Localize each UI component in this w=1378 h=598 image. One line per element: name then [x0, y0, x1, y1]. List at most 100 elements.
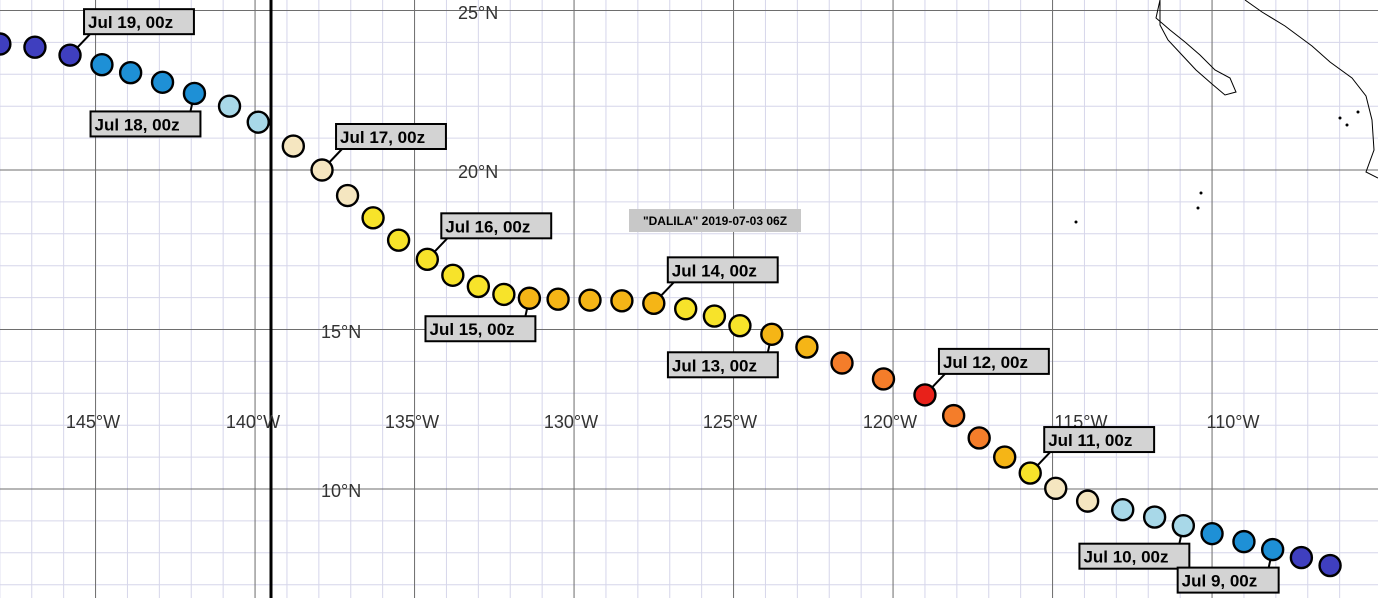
storm-label-box — [629, 209, 801, 232]
latitude-labels: 25°N 20°N 15°N 10°N — [321, 3, 498, 501]
track-point — [23, 35, 47, 59]
track-point — [1171, 513, 1196, 538]
track-point — [1142, 505, 1167, 529]
date-label-text: Jul 10, 00z — [1083, 548, 1168, 567]
lon-label-110w: 110°W — [1207, 412, 1260, 432]
date-label: Jul 13, 00z — [666, 351, 779, 379]
track-point — [466, 274, 491, 299]
track-point — [90, 53, 114, 77]
track-point — [310, 158, 334, 182]
lon-label-120w: 120°W — [863, 412, 917, 432]
storm-label-text: "DALILA" 2019-07-03 06Z — [643, 214, 787, 228]
track-point — [1075, 489, 1100, 513]
date-label: Jul 10, 00z — [1078, 542, 1191, 570]
date-label-box — [83, 8, 195, 36]
date-label: Jul 19, 00z — [83, 8, 195, 36]
date-label-box — [937, 347, 1050, 375]
storm-track-points — [0, 32, 1342, 578]
storm-label: "DALILA" 2019-07-03 06Z — [629, 209, 801, 232]
track-point — [728, 313, 752, 338]
track-point — [546, 287, 570, 311]
island-marker — [1356, 110, 1360, 114]
track-point — [182, 81, 207, 106]
date-label: Jul 14, 00z — [666, 256, 779, 284]
date-label-box — [440, 212, 553, 240]
track-point — [517, 286, 542, 310]
baja-coastline — [1155, 0, 1237, 96]
track-point — [578, 288, 602, 312]
lat-label-25n: 25°N — [458, 3, 498, 23]
track-point — [795, 335, 819, 359]
date-label-box — [89, 110, 202, 138]
date-label-box — [1176, 566, 1280, 594]
date-label-text: Jul 13, 00z — [672, 356, 757, 375]
date-label-text: Jul 12, 00z — [943, 353, 1028, 372]
lon-label-130w: 130°W — [544, 412, 598, 432]
date-label-text: Jul 11, 00z — [1048, 431, 1132, 450]
lat-label-20n: 20°N — [458, 162, 498, 182]
island-marker — [1345, 123, 1349, 127]
track-point — [1260, 537, 1285, 562]
track-point — [1318, 553, 1342, 578]
date-label: Jul 9, 00z — [1176, 566, 1280, 594]
date-label-box — [424, 315, 537, 343]
lat-label-15n: 15°N — [321, 322, 361, 342]
date-label-box — [666, 256, 779, 284]
track-point — [415, 247, 440, 272]
track-point — [610, 289, 634, 313]
date-label: Jul 11, 00z — [1043, 426, 1156, 454]
date-label-text: Jul 16, 00z — [445, 217, 530, 236]
date-label-box — [666, 351, 779, 379]
date-label-box — [1043, 426, 1156, 454]
track-point — [1289, 545, 1314, 570]
date-label: Jul 15, 00z — [424, 315, 537, 343]
lat-label-10n: 10°N — [321, 481, 361, 501]
track-point — [335, 183, 360, 208]
track-point — [702, 304, 727, 328]
date-label-text: Jul 15, 00z — [429, 320, 514, 339]
track-point — [1111, 498, 1135, 522]
track-point — [642, 291, 666, 316]
date-label-text: Jul 19, 00z — [88, 13, 173, 32]
track-point — [1018, 461, 1042, 485]
track-point — [386, 228, 411, 252]
track-point — [217, 94, 242, 118]
date-label: Jul 18, 00z — [89, 110, 202, 138]
track-point — [830, 351, 854, 375]
track-point — [674, 297, 698, 321]
mainland-coastline — [1244, 0, 1378, 179]
track-point — [361, 206, 385, 230]
track-point — [941, 403, 966, 428]
track-point — [281, 134, 306, 158]
track-point — [1232, 529, 1256, 554]
date-label-box — [1078, 542, 1191, 570]
date-label-text: Jul 17, 00z — [340, 128, 425, 147]
lon-label-125w: 125°W — [703, 412, 757, 432]
track-point — [150, 70, 175, 94]
track-point — [118, 61, 143, 85]
date-labels: Jul 19, 00z Jul 18, 00z Jul 17, 00z Jul 16,… — [83, 8, 1280, 594]
date-label: Jul 12, 00z — [937, 347, 1050, 375]
date-label: Jul 17, 00z — [335, 123, 447, 150]
lon-label-145w: 145°W — [66, 412, 120, 432]
lon-label-140w: 140°W — [226, 412, 280, 432]
island-marker — [1199, 191, 1203, 195]
track-point — [1044, 476, 1068, 501]
track-point — [1200, 521, 1224, 546]
island-marker — [1196, 206, 1200, 210]
track-point — [246, 110, 270, 134]
track-point — [492, 282, 516, 307]
date-label: Jul 16, 00z — [440, 212, 553, 240]
date-label-text: Jul 18, 00z — [95, 115, 180, 134]
island-marker — [1074, 220, 1078, 224]
coastline — [1074, 0, 1378, 224]
track-point — [441, 263, 465, 287]
track-point — [967, 426, 991, 450]
lon-label-135w: 135°W — [385, 412, 439, 432]
track-point — [913, 383, 937, 407]
track-point — [993, 445, 1017, 469]
track-point — [871, 367, 896, 391]
track-point — [0, 32, 12, 56]
